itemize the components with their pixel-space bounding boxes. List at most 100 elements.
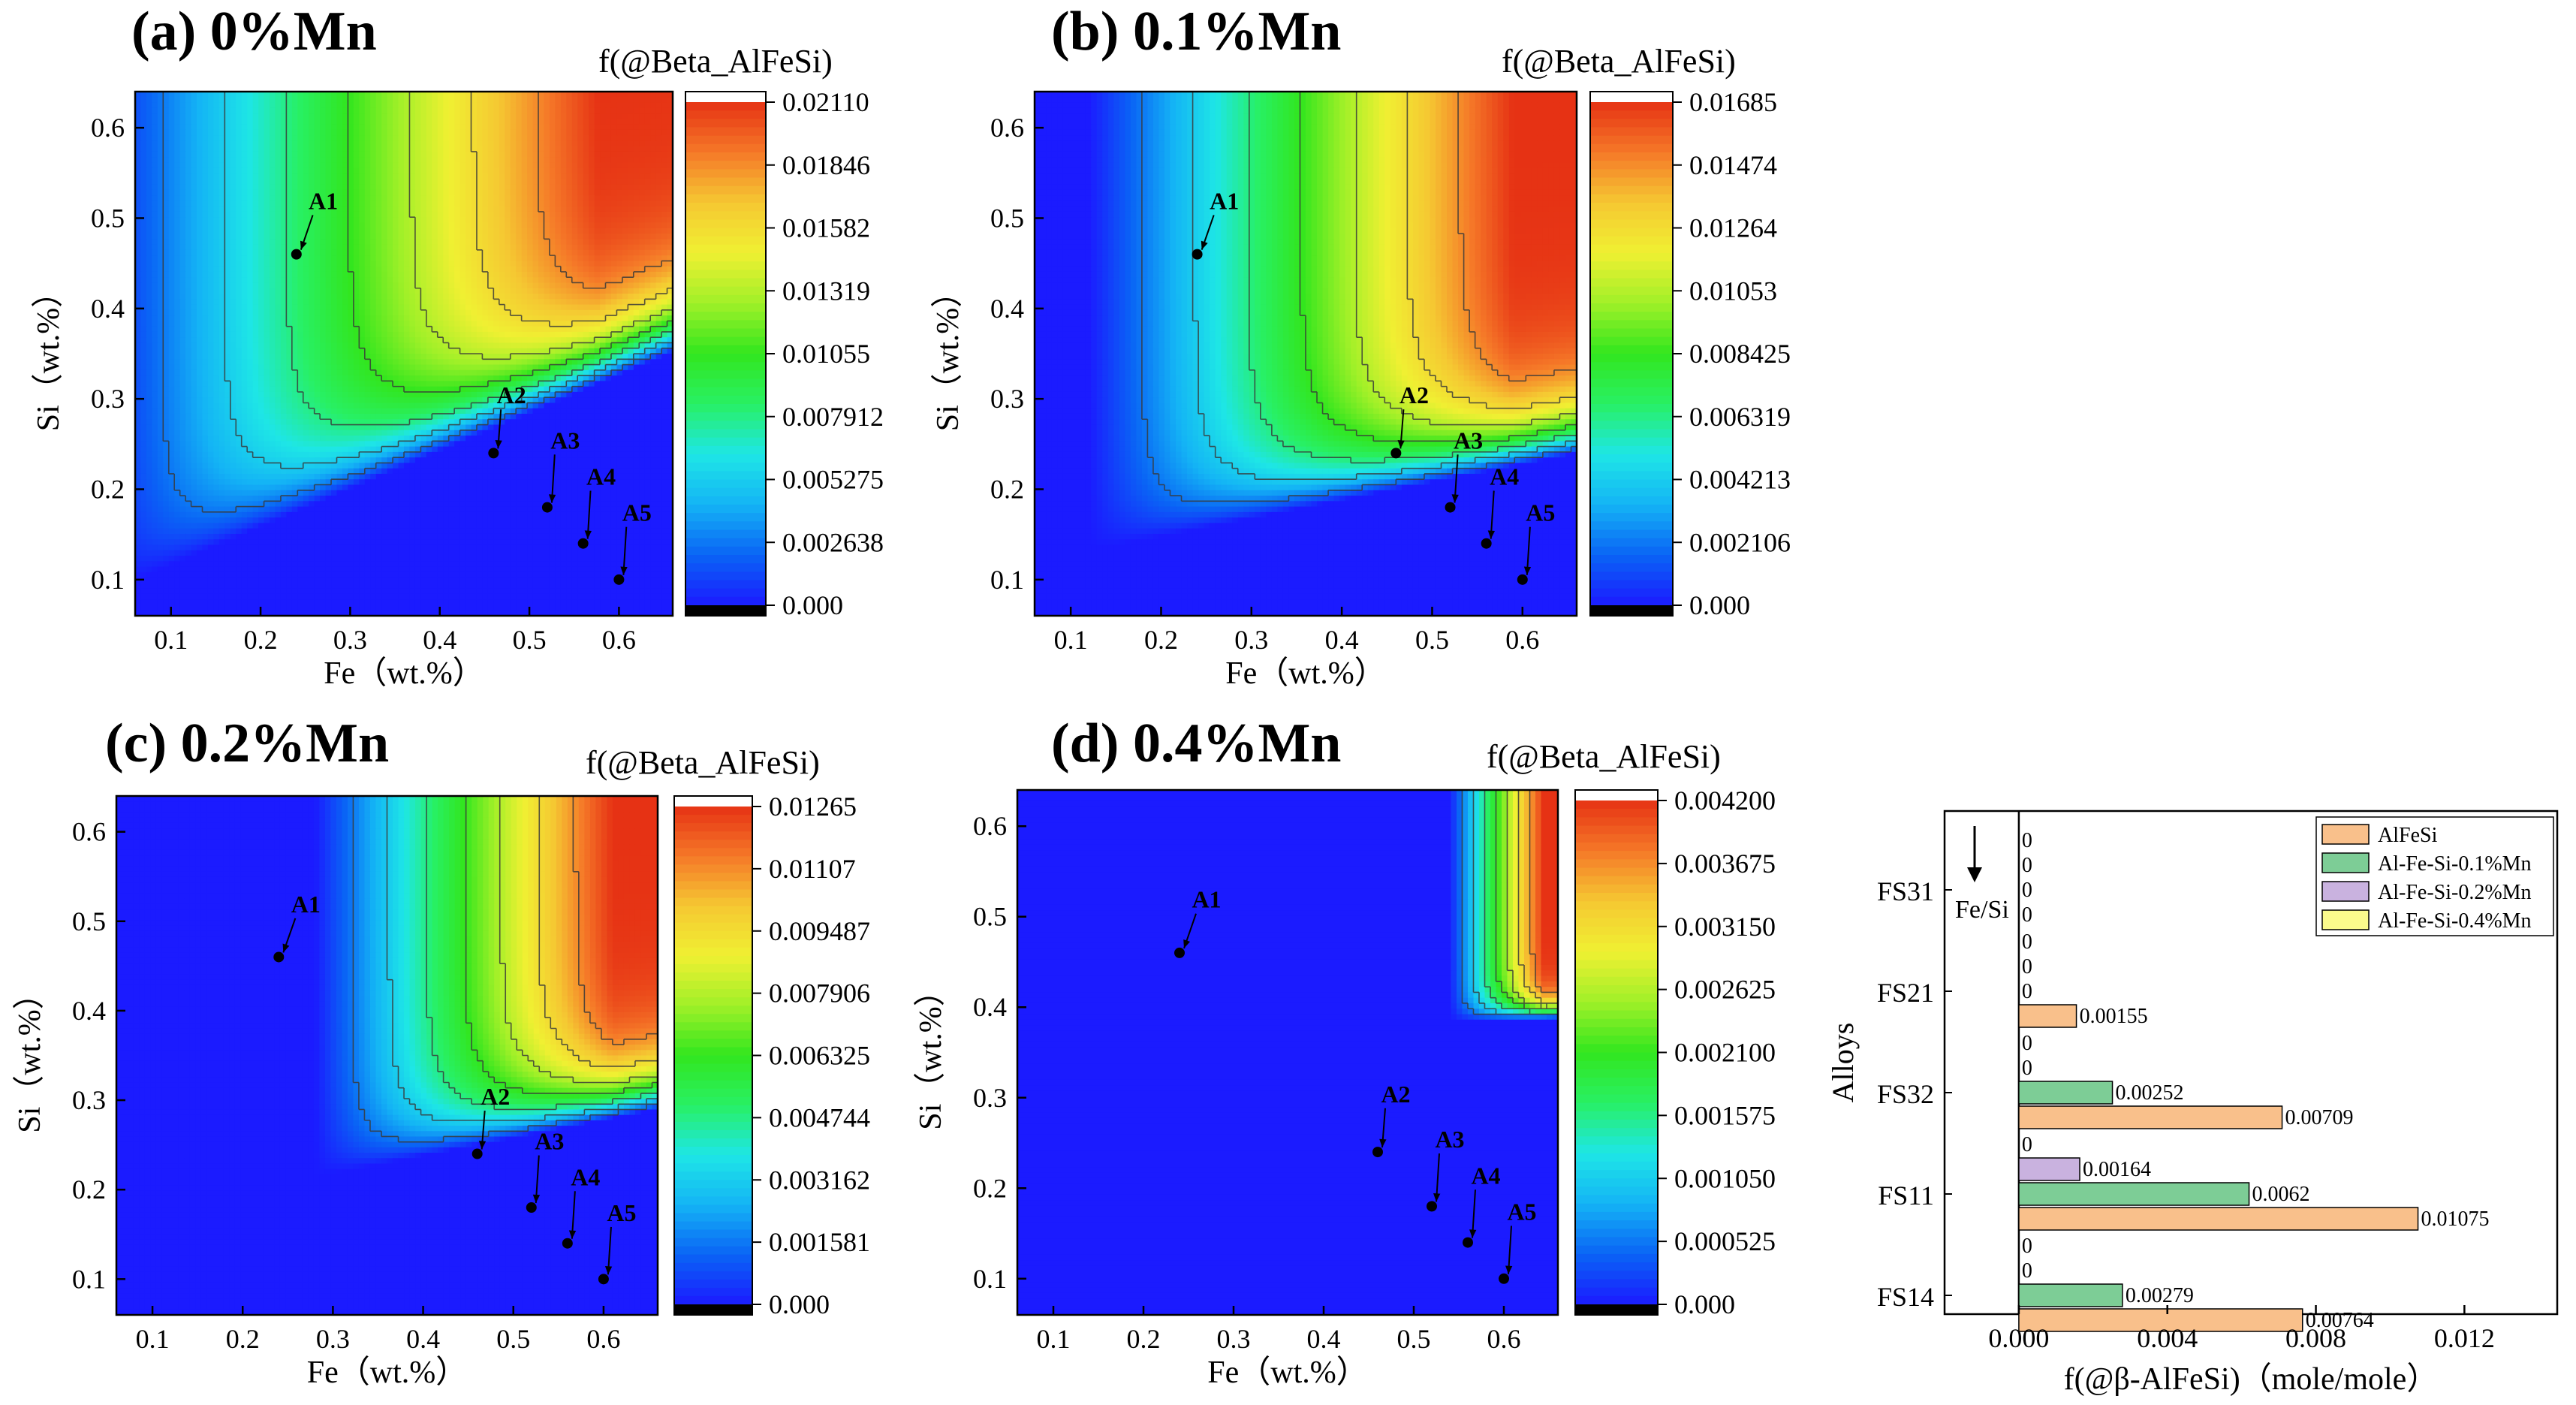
colorbar-step xyxy=(674,1229,752,1239)
colorbar-step xyxy=(1575,1018,1658,1028)
colorbar-step xyxy=(1590,110,1673,120)
colorbar-step xyxy=(674,807,752,816)
colorbar-step xyxy=(1575,1128,1658,1138)
bar xyxy=(2018,1004,2077,1028)
colorbar-step xyxy=(1575,1186,1658,1196)
colorbar-step xyxy=(685,445,766,455)
point-marker xyxy=(1445,502,1456,513)
colorbar-step xyxy=(674,1147,752,1156)
bar-value-label: 0.0062 xyxy=(2252,1183,2310,1206)
colorbar-step xyxy=(685,505,766,514)
bar xyxy=(2018,1308,2303,1332)
panel-a-colorbar-title: f(@Beta_AlFeSi) xyxy=(598,42,833,80)
panel-d-colorbar-title: f(@Beta_AlFeSi) xyxy=(1487,737,1721,776)
colorbar-step xyxy=(1575,1086,1658,1096)
legend-swatch xyxy=(2321,881,2370,902)
bar-value-label: 0.01075 xyxy=(2421,1208,2490,1231)
point-label: A3 xyxy=(535,1128,564,1155)
colorbar-tick-label: 0.006325 xyxy=(769,1041,870,1071)
x-tick-label: 0.4 xyxy=(1307,1324,1341,1354)
colorbar-step xyxy=(685,362,766,372)
colorbar-tick-label: 0.004200 xyxy=(1674,785,1776,816)
legend-label: Al-Fe-Si-0.1%Mn xyxy=(2378,852,2532,876)
colorbar-step xyxy=(685,487,766,497)
colorbar-step xyxy=(685,513,766,523)
point-marker xyxy=(472,1148,483,1159)
y-axis-label: Si（wt.%） xyxy=(32,276,66,432)
colorbar-tick-label: 0.003162 xyxy=(769,1165,870,1195)
colorbar-step xyxy=(1590,312,1673,321)
legend-swatch xyxy=(2321,852,2370,873)
colorbar-step xyxy=(674,897,752,907)
colorbar-step xyxy=(1590,505,1673,514)
colorbar-step xyxy=(674,1047,752,1057)
legend-swatch xyxy=(2321,824,2370,845)
colorbar-step xyxy=(1575,867,1658,877)
colorbar-step xyxy=(1575,1229,1658,1238)
y-tick-label: 0.4 xyxy=(91,294,125,324)
y-tick-label: 0.5 xyxy=(72,906,106,936)
legend: AlFeSi Al-Fe-Si-0.1%Mn Al-Fe-Si-0.2%Mn Al-F… xyxy=(2315,816,2554,936)
colorbar-step xyxy=(1575,1060,1658,1070)
colorbar-step xyxy=(674,1080,752,1090)
y-tick-label: 0.4 xyxy=(990,294,1024,324)
colorbar-step xyxy=(1575,1279,1658,1289)
colorbar-step xyxy=(674,1121,752,1131)
colorbar-step xyxy=(674,1113,752,1123)
colorbar-high-cap xyxy=(1575,790,1658,800)
colorbar-step xyxy=(674,889,752,899)
colorbar-step xyxy=(1590,521,1673,531)
colorbar-step xyxy=(674,914,752,924)
colorbar-step xyxy=(1590,454,1673,463)
colorbar-step xyxy=(1575,1078,1658,1087)
colorbar-step xyxy=(674,906,752,915)
x-tick-label: 0.6 xyxy=(1487,1324,1521,1354)
colorbar-step xyxy=(1590,571,1673,581)
point-arrowhead xyxy=(495,440,502,449)
panel-b-colorbar-title: f(@Beta_AlFeSi) xyxy=(1502,42,1736,80)
colorbar-step xyxy=(685,177,766,187)
colorbar-step xyxy=(1575,1253,1658,1263)
point-label: A1 xyxy=(309,187,338,214)
colorbar-step xyxy=(685,135,766,145)
x-axis-label: Fe（wt.%） xyxy=(307,1355,468,1390)
colorbar-step xyxy=(674,1246,752,1256)
colorbar-step xyxy=(1590,219,1673,229)
y-tick-label: 0.2 xyxy=(990,475,1024,505)
colorbar-step xyxy=(674,1155,752,1164)
colorbar-tick-label: 0.003150 xyxy=(1674,912,1776,942)
contour-field-b xyxy=(1035,92,1577,616)
colorbar-tick-label: 0.004213 xyxy=(1689,465,1791,495)
bar-value-label: 0 xyxy=(2022,1259,2032,1283)
y-tick-label: 0.6 xyxy=(72,817,106,847)
colorbar-step xyxy=(1575,884,1658,894)
colorbar-step xyxy=(674,1287,752,1297)
colorbar-step xyxy=(1575,1010,1658,1020)
colorbar-step xyxy=(1590,236,1673,246)
legend-label: Al-Fe-Si-0.2%Mn xyxy=(2378,881,2532,904)
colorbar-step xyxy=(1575,901,1658,911)
colorbar-step xyxy=(1590,244,1673,254)
x-tick-label: 0.6 xyxy=(1505,625,1539,655)
point-marker xyxy=(541,502,553,513)
point-label: A5 xyxy=(607,1199,636,1226)
colorbar-step xyxy=(685,555,766,564)
colorbar-step xyxy=(674,1180,752,1189)
colorbar-step xyxy=(1575,1102,1658,1112)
colorbar-step xyxy=(1575,1262,1658,1272)
point-label: A2 xyxy=(1381,1081,1410,1108)
x-tick-label: 0.4 xyxy=(423,625,456,655)
colorbar-step xyxy=(674,1006,752,1015)
point-arrowhead xyxy=(548,494,556,503)
colorbar-step xyxy=(685,370,766,380)
colorbar-step xyxy=(685,119,766,128)
colorbar-step xyxy=(674,1072,752,1081)
legend-label: AlFeSi xyxy=(2378,824,2438,847)
colorbar-step xyxy=(1590,354,1673,363)
x-tick-label: 0.5 xyxy=(496,1324,530,1354)
x-axis-label: Fe（wt.%） xyxy=(1225,656,1386,691)
colorbar-step xyxy=(685,395,766,405)
colorbar-tick-label: 0.01474 xyxy=(1689,150,1777,180)
colorbar-step xyxy=(685,529,766,539)
colorbar-step xyxy=(1590,412,1673,422)
